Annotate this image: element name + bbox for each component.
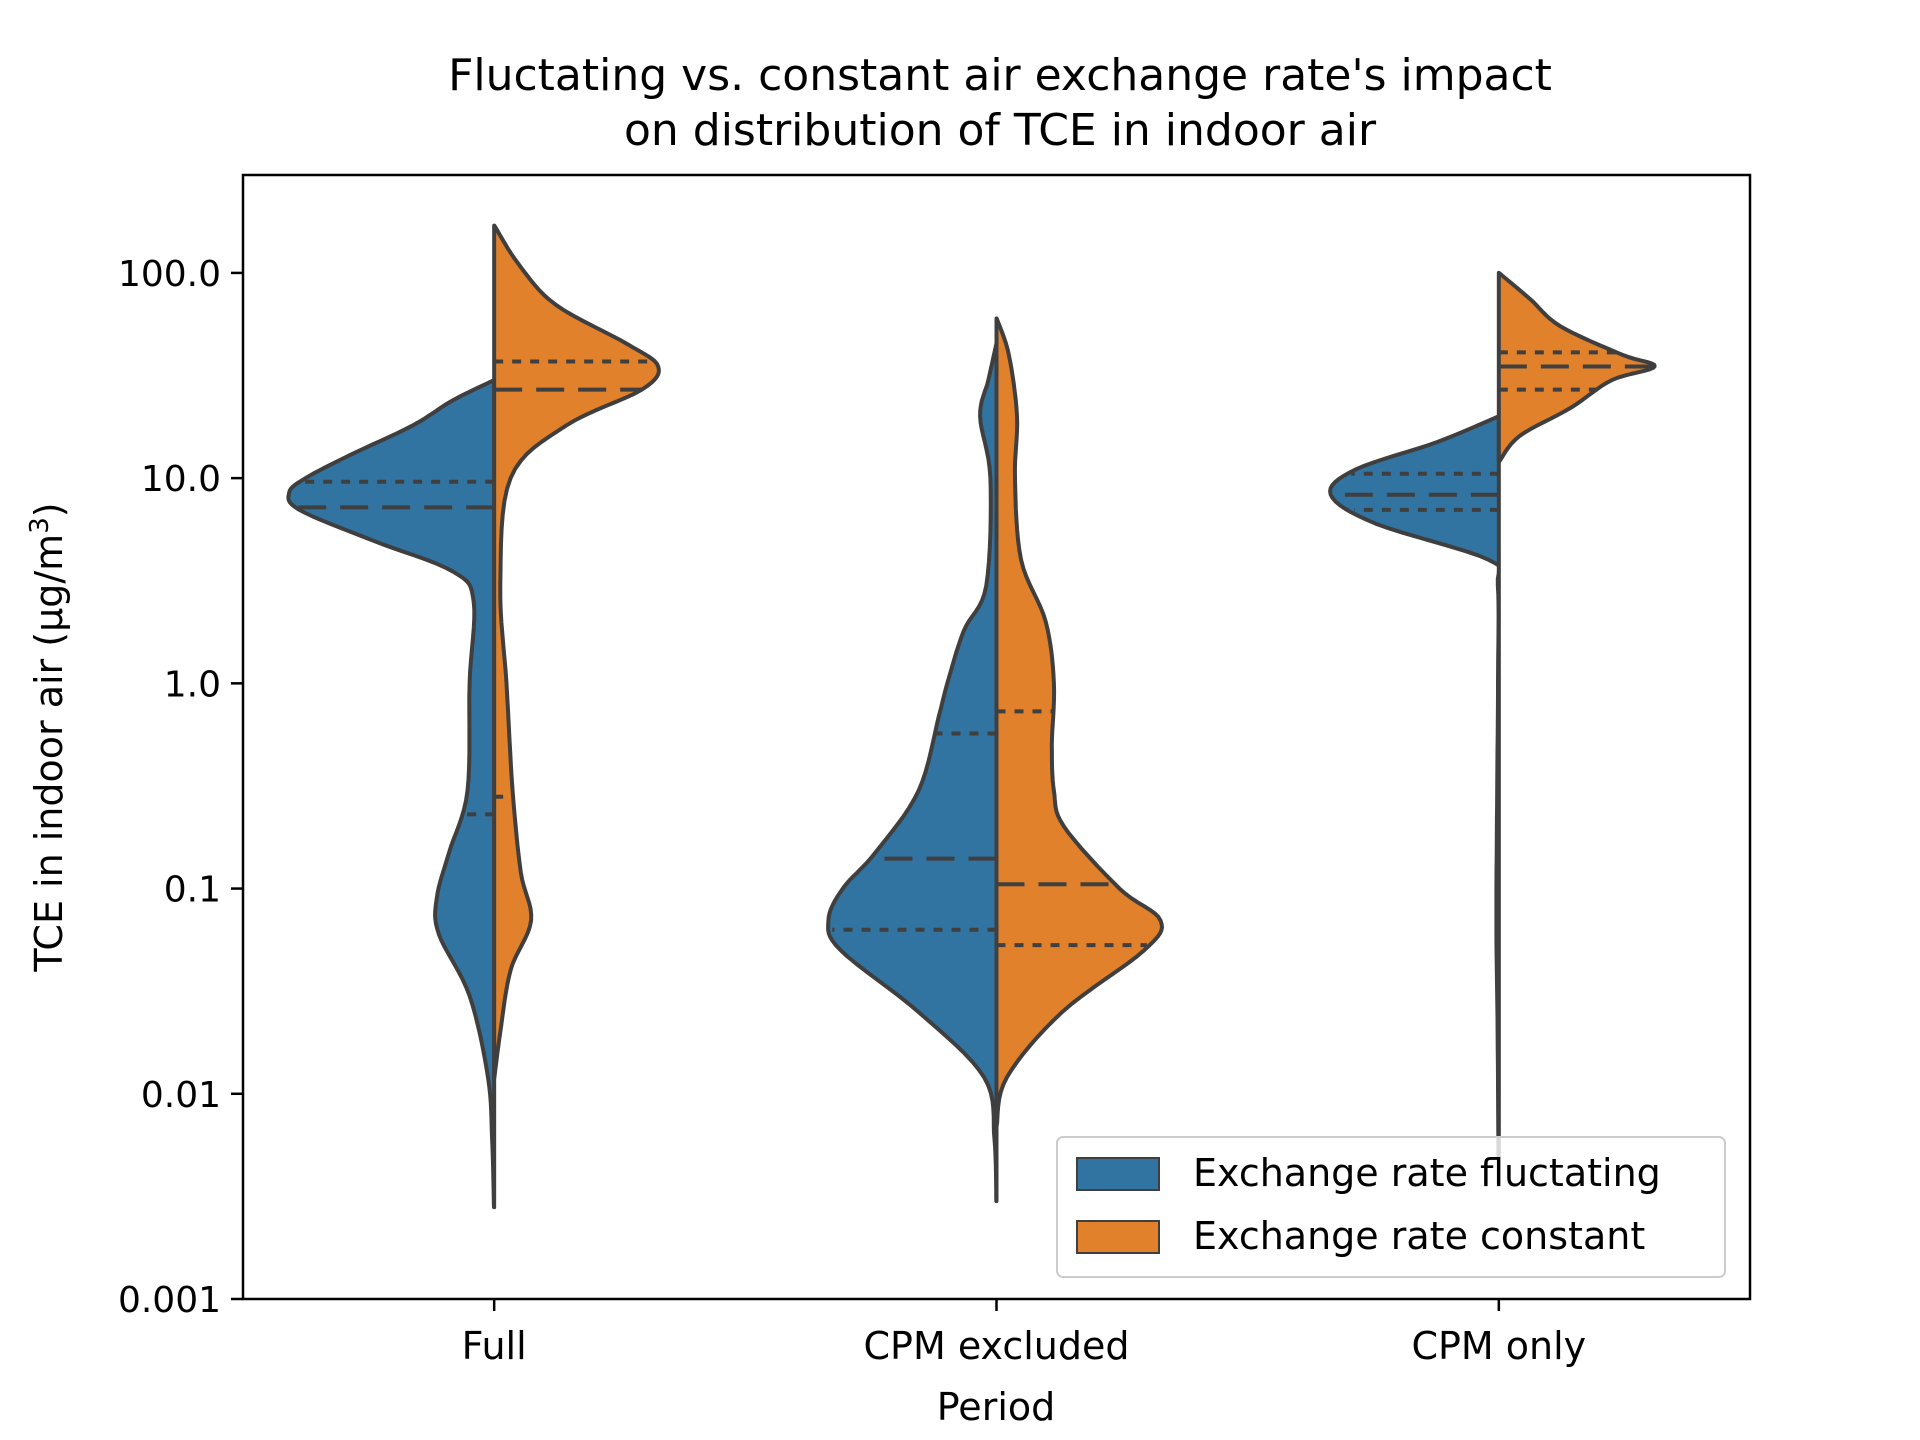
x-axis-label: Period <box>937 1385 1056 1429</box>
chart-title-line-1: Fluctating vs. constant air exchange rat… <box>448 50 1552 101</box>
x-tick-label: CPM only <box>1411 1324 1586 1368</box>
violin-fluctating-cpm-excluded <box>826 342 999 1204</box>
x-tick-label: Full <box>462 1324 527 1368</box>
y-tick-label: 1.0 <box>164 664 221 705</box>
legend-label-fluctating: Exchange rate fluctating <box>1193 1151 1661 1195</box>
legend: Exchange rate fluctating Exchange rate c… <box>1056 1136 1726 1278</box>
violin-constant-full <box>492 223 661 1080</box>
y-axis-label: TCE in indoor air (μg/m3) <box>25 502 71 972</box>
y-axis-ticks: 0.001 0.01 0.1 1.0 10.0 100.0 <box>118 254 243 1321</box>
y-axis-label-main: TCE in indoor air (μg/m <box>27 534 71 973</box>
legend-swatch-fluctating <box>1076 1157 1160 1191</box>
y-tick-label: 100.0 <box>118 254 221 295</box>
y-axis-label-close: ) <box>27 502 71 517</box>
y-axis-label-superscript: 3 <box>25 517 55 534</box>
x-axis-ticks: Full CPM excluded CPM only <box>462 1299 1586 1368</box>
violin-constant-cpm-only <box>1496 270 1657 464</box>
y-tick-label: 0.001 <box>118 1280 221 1321</box>
violin-fluctating-full <box>286 378 497 1210</box>
legend-label-constant: Exchange rate constant <box>1193 1214 1645 1258</box>
y-tick-label: 0.01 <box>141 1075 221 1116</box>
y-tick-label: 10.0 <box>141 459 221 500</box>
legend-swatch-constant <box>1076 1220 1160 1254</box>
x-tick-label: CPM excluded <box>864 1324 1130 1368</box>
chart-title-line-2: on distribution of TCE in indoor air <box>624 105 1377 156</box>
y-tick-label: 0.1 <box>164 870 221 911</box>
violin-fluctating-cpm-only <box>1328 414 1501 1158</box>
legend-frame <box>1056 1136 1726 1278</box>
violin-constant-cpm-excluded <box>994 316 1164 1128</box>
plot-area <box>286 223 1657 1210</box>
